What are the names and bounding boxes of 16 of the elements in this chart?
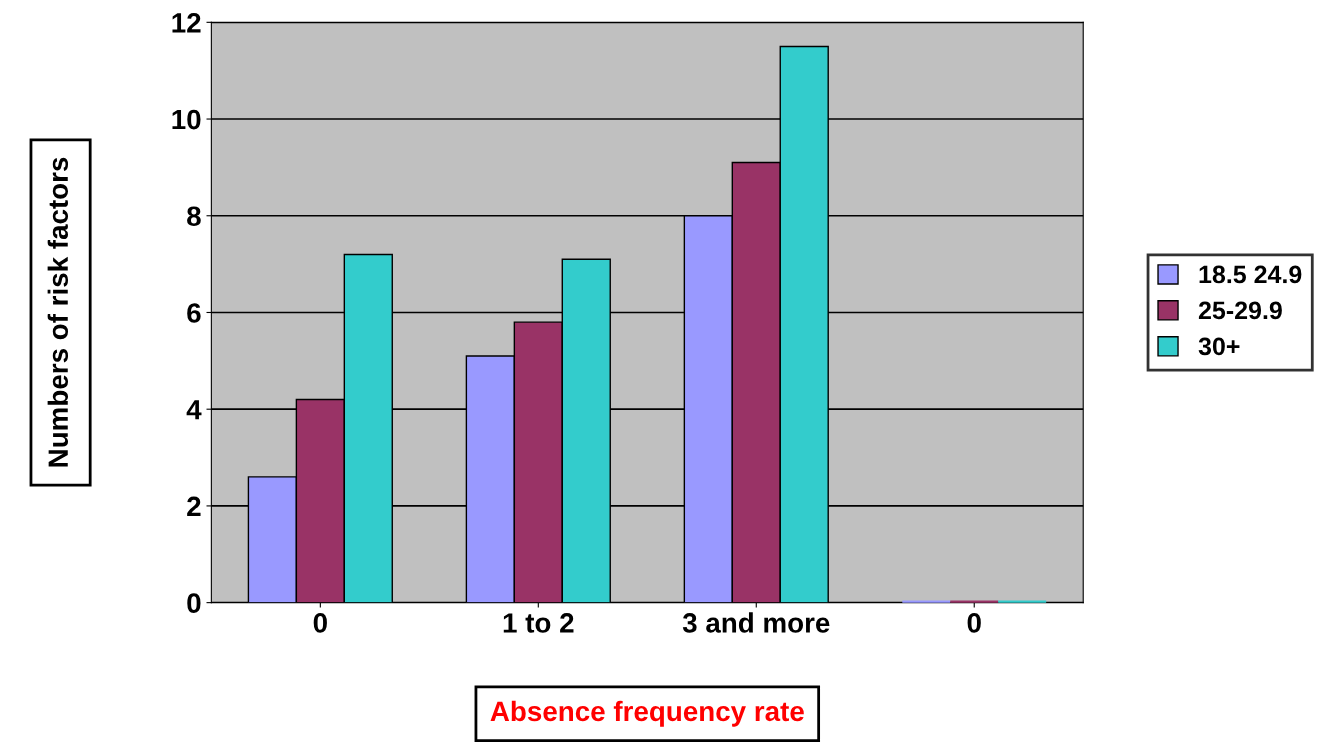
- y-tick-label: 6: [187, 303, 201, 323]
- y-tick-label: 2: [187, 496, 201, 516]
- legend-label: 30+: [1198, 337, 1240, 356]
- y-tick-label: 8: [187, 206, 201, 227]
- x-tick-label: 3 and more: [682, 612, 830, 633]
- y-tick-label: 4: [186, 400, 202, 420]
- legend-label: 25-29.9: [1198, 301, 1282, 320]
- y-tick-label: 0: [187, 593, 201, 613]
- y-axis-title: Numbers of risk factors: [47, 157, 69, 467]
- x-axis-title: Absence frequency rate: [490, 700, 804, 727]
- x-tick-label: 1 to 2: [503, 613, 574, 633]
- legend-label: 18.5 24.9: [1199, 265, 1302, 284]
- y-tick-label: 12: [172, 12, 201, 33]
- y-tick-label: 10: [172, 109, 201, 130]
- x-tick-label: 0: [313, 613, 327, 633]
- x-tick-label: 0: [967, 613, 981, 633]
